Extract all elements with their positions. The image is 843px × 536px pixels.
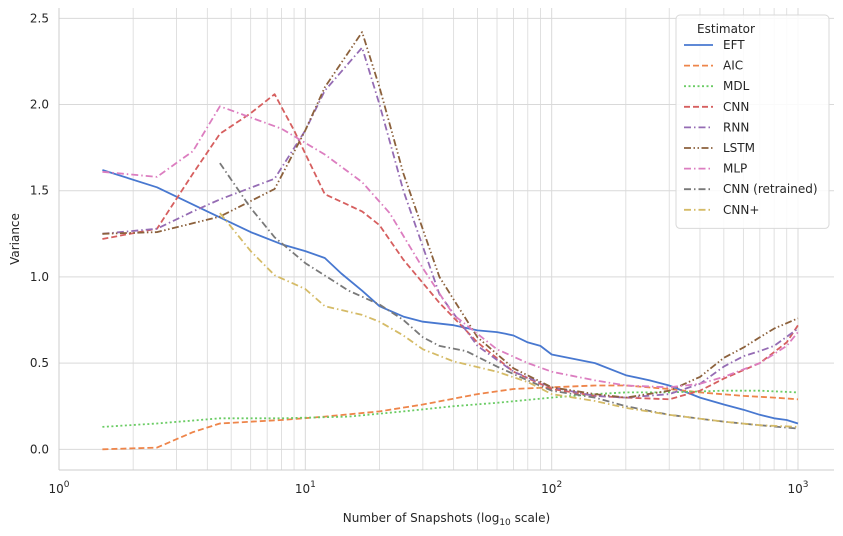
series-line-cnn-retrained — [219, 162, 799, 430]
series-lines — [102, 31, 799, 451]
legend-label: AIC — [723, 59, 743, 73]
y-tick-label: 0.5 — [30, 356, 49, 370]
x-axis-label: Number of Snapshots (log10 scale) — [343, 511, 550, 528]
series-line-aic — [102, 384, 799, 451]
y-tick-label: 2.5 — [30, 11, 49, 25]
x-axis-label-end: scale) — [511, 511, 550, 525]
x-tick-label: 103 — [787, 480, 808, 496]
legend-label: MDL — [723, 79, 750, 93]
legend-label: RNN — [723, 120, 749, 134]
series-line-lstm — [102, 31, 799, 399]
legend-label: CNN (retrained) — [723, 182, 818, 196]
grid — [58, 8, 834, 470]
y-tick-label: 0.0 — [30, 442, 49, 456]
series-line-cnn — [102, 93, 799, 401]
y-axis-label: Variance — [8, 213, 22, 265]
series-line-cnn — [219, 212, 799, 428]
legend-box — [675, 14, 830, 229]
series-line-mdl — [102, 389, 799, 428]
x-axis-label-subscript: 10 — [499, 518, 511, 528]
legend-label: MLP — [723, 162, 747, 176]
legend-label: CNN — [723, 100, 749, 114]
x-tick-label: 101 — [295, 480, 316, 496]
series-line-rnn — [102, 46, 799, 399]
series-line-mlp — [102, 105, 799, 389]
x-tick-label: 102 — [541, 480, 562, 496]
series-line-eft — [102, 169, 799, 425]
legend-label: CNN+ — [723, 203, 759, 217]
y-tick-label: 1.0 — [30, 270, 49, 284]
legend-title: Estimator — [697, 22, 755, 36]
legend-label: EFT — [723, 38, 745, 52]
x-axis-label-main: Number of Snapshots (log — [343, 511, 500, 525]
y-tick-label: 1.5 — [30, 184, 49, 198]
axes — [58, 8, 834, 471]
tick-labels: 0.0 0.5 1.0 1.5 2.0 2.5 100 101 102 103 — [30, 11, 809, 496]
legend-label: LSTM — [723, 141, 755, 155]
legend: Estimator EFT AIC MDL CNN RNN LSTM MLP CNN (retr… — [675, 14, 830, 229]
y-tick-label: 2.0 — [30, 98, 49, 112]
x-tick-label: 100 — [48, 480, 69, 496]
